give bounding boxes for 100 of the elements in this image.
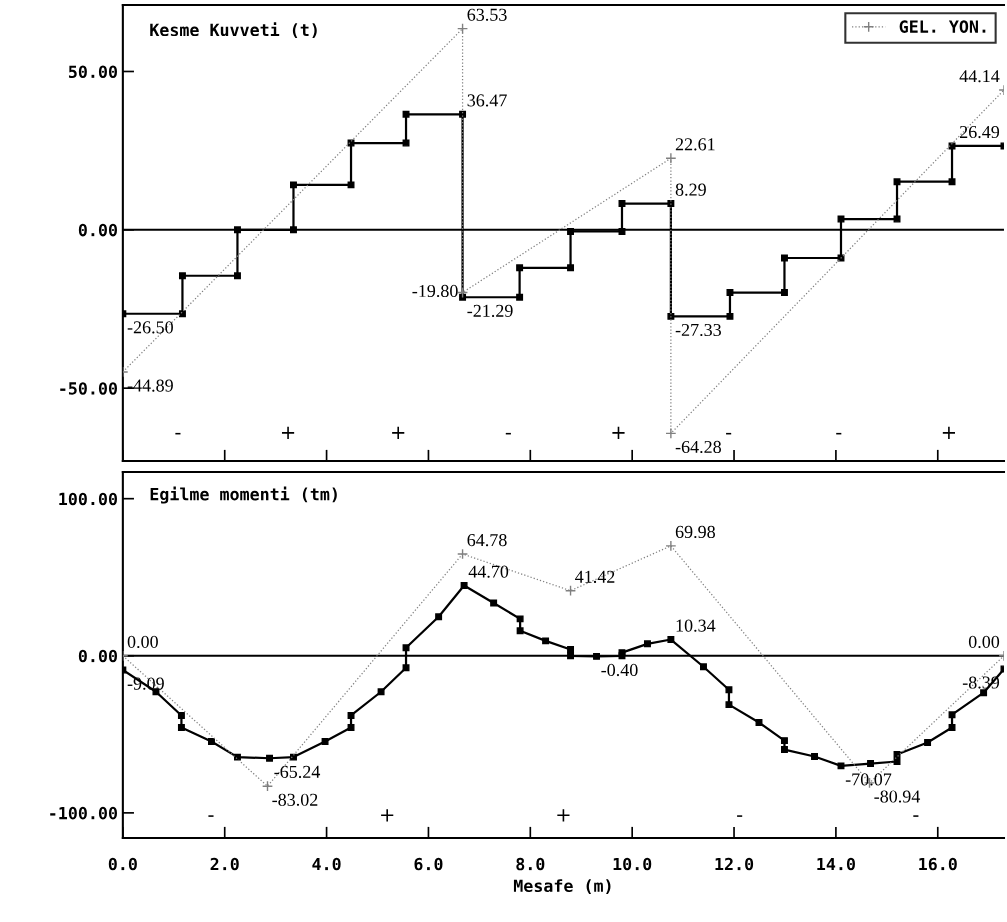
annotation: + [381,809,394,822]
annotation: 0.00 [127,635,158,649]
x-tick-label: 4.0 [312,857,341,871]
point [593,652,600,660]
point [457,23,469,35]
annotation: + [281,426,295,439]
point [233,272,241,280]
annotation: - [505,432,511,435]
annotation: -21.29 [467,304,513,317]
point [402,644,410,652]
point [435,613,443,621]
point [321,738,329,746]
annotation: -83.02 [272,793,318,806]
y-tick-label: -50.00 [60,382,117,395]
annotation: -27.33 [675,323,721,337]
point [618,227,626,235]
point [618,200,626,208]
point [516,615,524,623]
annotation: 22.61 [675,138,715,151]
x-tick-label: 8.0 [516,857,545,871]
annotation: -70.07 [845,773,892,786]
x-tick-label: 16.0 [919,857,957,871]
point [402,110,410,118]
x-tick-label: 0.0 [108,857,137,871]
point [948,724,956,732]
point [700,663,707,671]
y-tick-label: 100.00 [59,492,117,506]
legend-label: GEL. YON. [899,20,986,33]
annotation: + [612,426,625,439]
point [177,711,185,719]
x-axis-title: Mesafe (m) [513,879,611,894]
annotation: - [836,432,842,435]
annotation: 44.14 [959,70,1000,83]
y-tick-label: 50.00 [68,65,117,79]
annotation: -65.24 [274,765,321,778]
point [233,226,241,234]
point [261,780,274,792]
point [726,289,734,296]
point [290,181,297,189]
text: Egilme momenti (tm) [150,486,337,504]
point [567,227,575,235]
annotation: -44.89 [127,379,173,392]
point [725,701,733,709]
annotation: - [913,815,919,817]
point [948,711,956,719]
point [177,724,185,732]
point [178,272,186,280]
y-tick-label: 0.00 [78,649,117,663]
y-tick-label: 0.00 [78,223,117,237]
point [567,646,575,653]
x-tick-label: 14.0 [817,857,855,871]
annotation: + [392,426,405,439]
annotation: -80.94 [874,790,921,803]
annotation: - [737,815,743,817]
x-tick-label: 12.0 [715,857,754,871]
point [755,719,763,727]
annotation: -0.40 [601,663,638,677]
point [726,312,734,320]
point [893,215,901,223]
point [377,688,385,696]
point [564,585,577,597]
x-tick-label: 10.0 [613,857,652,871]
point [924,739,932,746]
point [780,289,788,296]
point [208,738,215,746]
point [780,737,788,745]
point [459,110,467,118]
point [347,711,355,719]
point [867,760,875,768]
point [893,178,901,186]
point [643,640,651,648]
annotation: 0.00 [968,635,1000,649]
point [948,142,956,150]
point [290,226,297,234]
annotation: 64.78 [467,533,507,547]
annotation: 69.98 [675,525,715,539]
point [567,264,575,272]
point [567,652,575,660]
point [980,689,988,697]
annotation: 63.53 [467,8,507,21]
point [516,264,524,272]
text: Kesme Kuvveti (t) [150,22,317,39]
annotation: 10.34 [676,619,716,632]
x-tick-label: 2.0 [210,857,239,871]
point [811,752,818,760]
point [516,627,524,635]
point [460,582,468,590]
annotation: 36.47 [467,94,507,107]
y-tick-label: -100.00 [50,806,117,820]
annotation: + [942,426,955,439]
point [542,637,550,645]
point [347,139,355,147]
point [459,293,467,301]
annotation: - [726,432,732,435]
point [516,293,524,301]
point [948,178,956,186]
annotation: -64.28 [675,440,721,454]
point [780,746,788,754]
point [457,548,469,560]
point [665,152,677,164]
